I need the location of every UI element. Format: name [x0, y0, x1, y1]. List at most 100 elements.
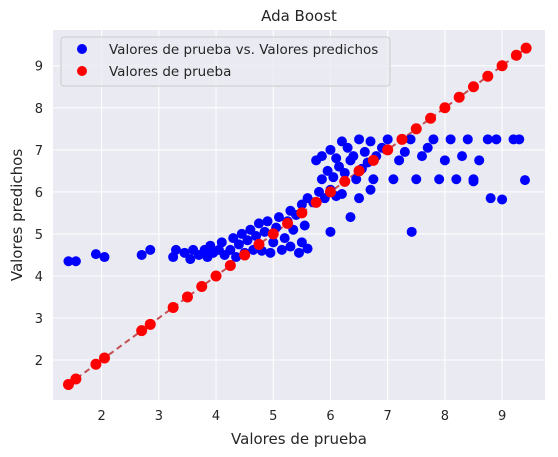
predicted-point [285, 205, 296, 216]
predicted-point [331, 153, 342, 164]
test-point [425, 112, 437, 124]
x-tick-label: 4 [212, 409, 220, 424]
y-tick-label: 2 [35, 354, 43, 369]
test-point [181, 291, 193, 303]
test-point [367, 154, 379, 166]
test-point [453, 91, 465, 103]
y-tick-label: 9 [35, 60, 43, 75]
predicted-point [434, 174, 445, 185]
predicted-point [445, 134, 456, 145]
predicted-point [136, 249, 147, 260]
predicted-point [325, 144, 336, 155]
predicted-point [342, 142, 353, 153]
predicted-point [99, 252, 110, 263]
predicted-point [462, 134, 473, 145]
predicted-point [491, 134, 502, 145]
predicted-point [354, 134, 365, 145]
test-point [439, 102, 451, 114]
predicted-point [474, 155, 485, 166]
predicted-point [339, 167, 350, 178]
test-point [196, 280, 208, 292]
test-point [210, 270, 222, 282]
y-tick-label: 5 [35, 228, 43, 243]
legend-label-series-0: Valores de prueba vs. Valores predichos [109, 42, 378, 58]
test-point [353, 165, 365, 177]
test-point [253, 238, 265, 250]
predicted-point [242, 235, 253, 246]
predicted-point [519, 175, 530, 186]
predicted-point [328, 172, 339, 183]
test-point [239, 249, 251, 261]
predicted-point [185, 254, 196, 265]
legend-marker-blue [77, 44, 87, 54]
predicted-point [428, 134, 439, 145]
predicted-point [316, 174, 327, 185]
predicted-point [225, 244, 236, 255]
predicted-point [365, 184, 376, 195]
predicted-point [273, 212, 284, 223]
chart-title: Ada Boost [261, 7, 337, 25]
predicted-point [497, 194, 508, 205]
legend: Valores de prueba vs. Valores predichos … [60, 36, 391, 87]
predicted-point [316, 151, 327, 162]
predicted-point [482, 134, 493, 145]
predicted-point [382, 134, 393, 145]
predicted-point [399, 146, 410, 157]
predicted-point [394, 155, 405, 166]
predicted-point [359, 146, 370, 157]
predicted-point [388, 174, 399, 185]
predicted-point [259, 226, 270, 237]
test-point [167, 302, 179, 313]
y-tick-label: 6 [35, 186, 43, 201]
y-tick-label: 7 [35, 144, 43, 159]
test-point [410, 123, 422, 135]
test-point [310, 196, 322, 208]
predicted-point [354, 193, 365, 204]
predicted-point [216, 237, 227, 248]
predicted-point [325, 226, 336, 237]
predicted-point [231, 252, 242, 263]
y-tick-label: 4 [35, 270, 43, 285]
test-point [90, 358, 102, 370]
legend-marker-red [77, 66, 87, 76]
x-tick-label: 5 [269, 409, 277, 424]
predicted-point [351, 174, 362, 185]
test-point [482, 70, 494, 82]
test-point [70, 373, 82, 385]
test-point [510, 49, 522, 61]
test-point [324, 186, 336, 198]
predicted-point [299, 220, 310, 231]
test-point [382, 144, 394, 156]
predicted-point [451, 174, 462, 185]
test-point [224, 259, 236, 271]
predicted-point [70, 256, 81, 267]
test-point [339, 175, 351, 187]
predicted-point [279, 233, 290, 244]
predicted-point [302, 243, 313, 254]
test-point [296, 207, 308, 219]
test-point [136, 325, 148, 337]
legend-box [60, 36, 391, 87]
test-point [396, 133, 408, 145]
x-tick-label: 3 [155, 409, 163, 424]
data-points [62, 42, 532, 390]
y-tick-labels: 2 3 4 5 6 7 8 9 [35, 60, 43, 369]
x-tick-labels: 2 3 4 5 6 7 8 9 [97, 409, 506, 424]
predicted-point [251, 231, 262, 242]
predicted-point [365, 136, 376, 147]
test-point [467, 81, 479, 93]
predicted-point [345, 212, 356, 223]
x-tick-label: 6 [326, 409, 334, 424]
predicted-point [411, 174, 422, 185]
predicted-point [405, 134, 416, 145]
predicted-point [336, 188, 347, 199]
predicted-point [233, 239, 244, 250]
predicted-point [368, 174, 379, 185]
test-point [282, 217, 294, 229]
predicted-point [285, 241, 296, 252]
predicted-point [422, 142, 433, 153]
predicted-point [90, 249, 101, 260]
x-tick-label: 2 [97, 409, 105, 424]
predicted-point [468, 176, 479, 187]
